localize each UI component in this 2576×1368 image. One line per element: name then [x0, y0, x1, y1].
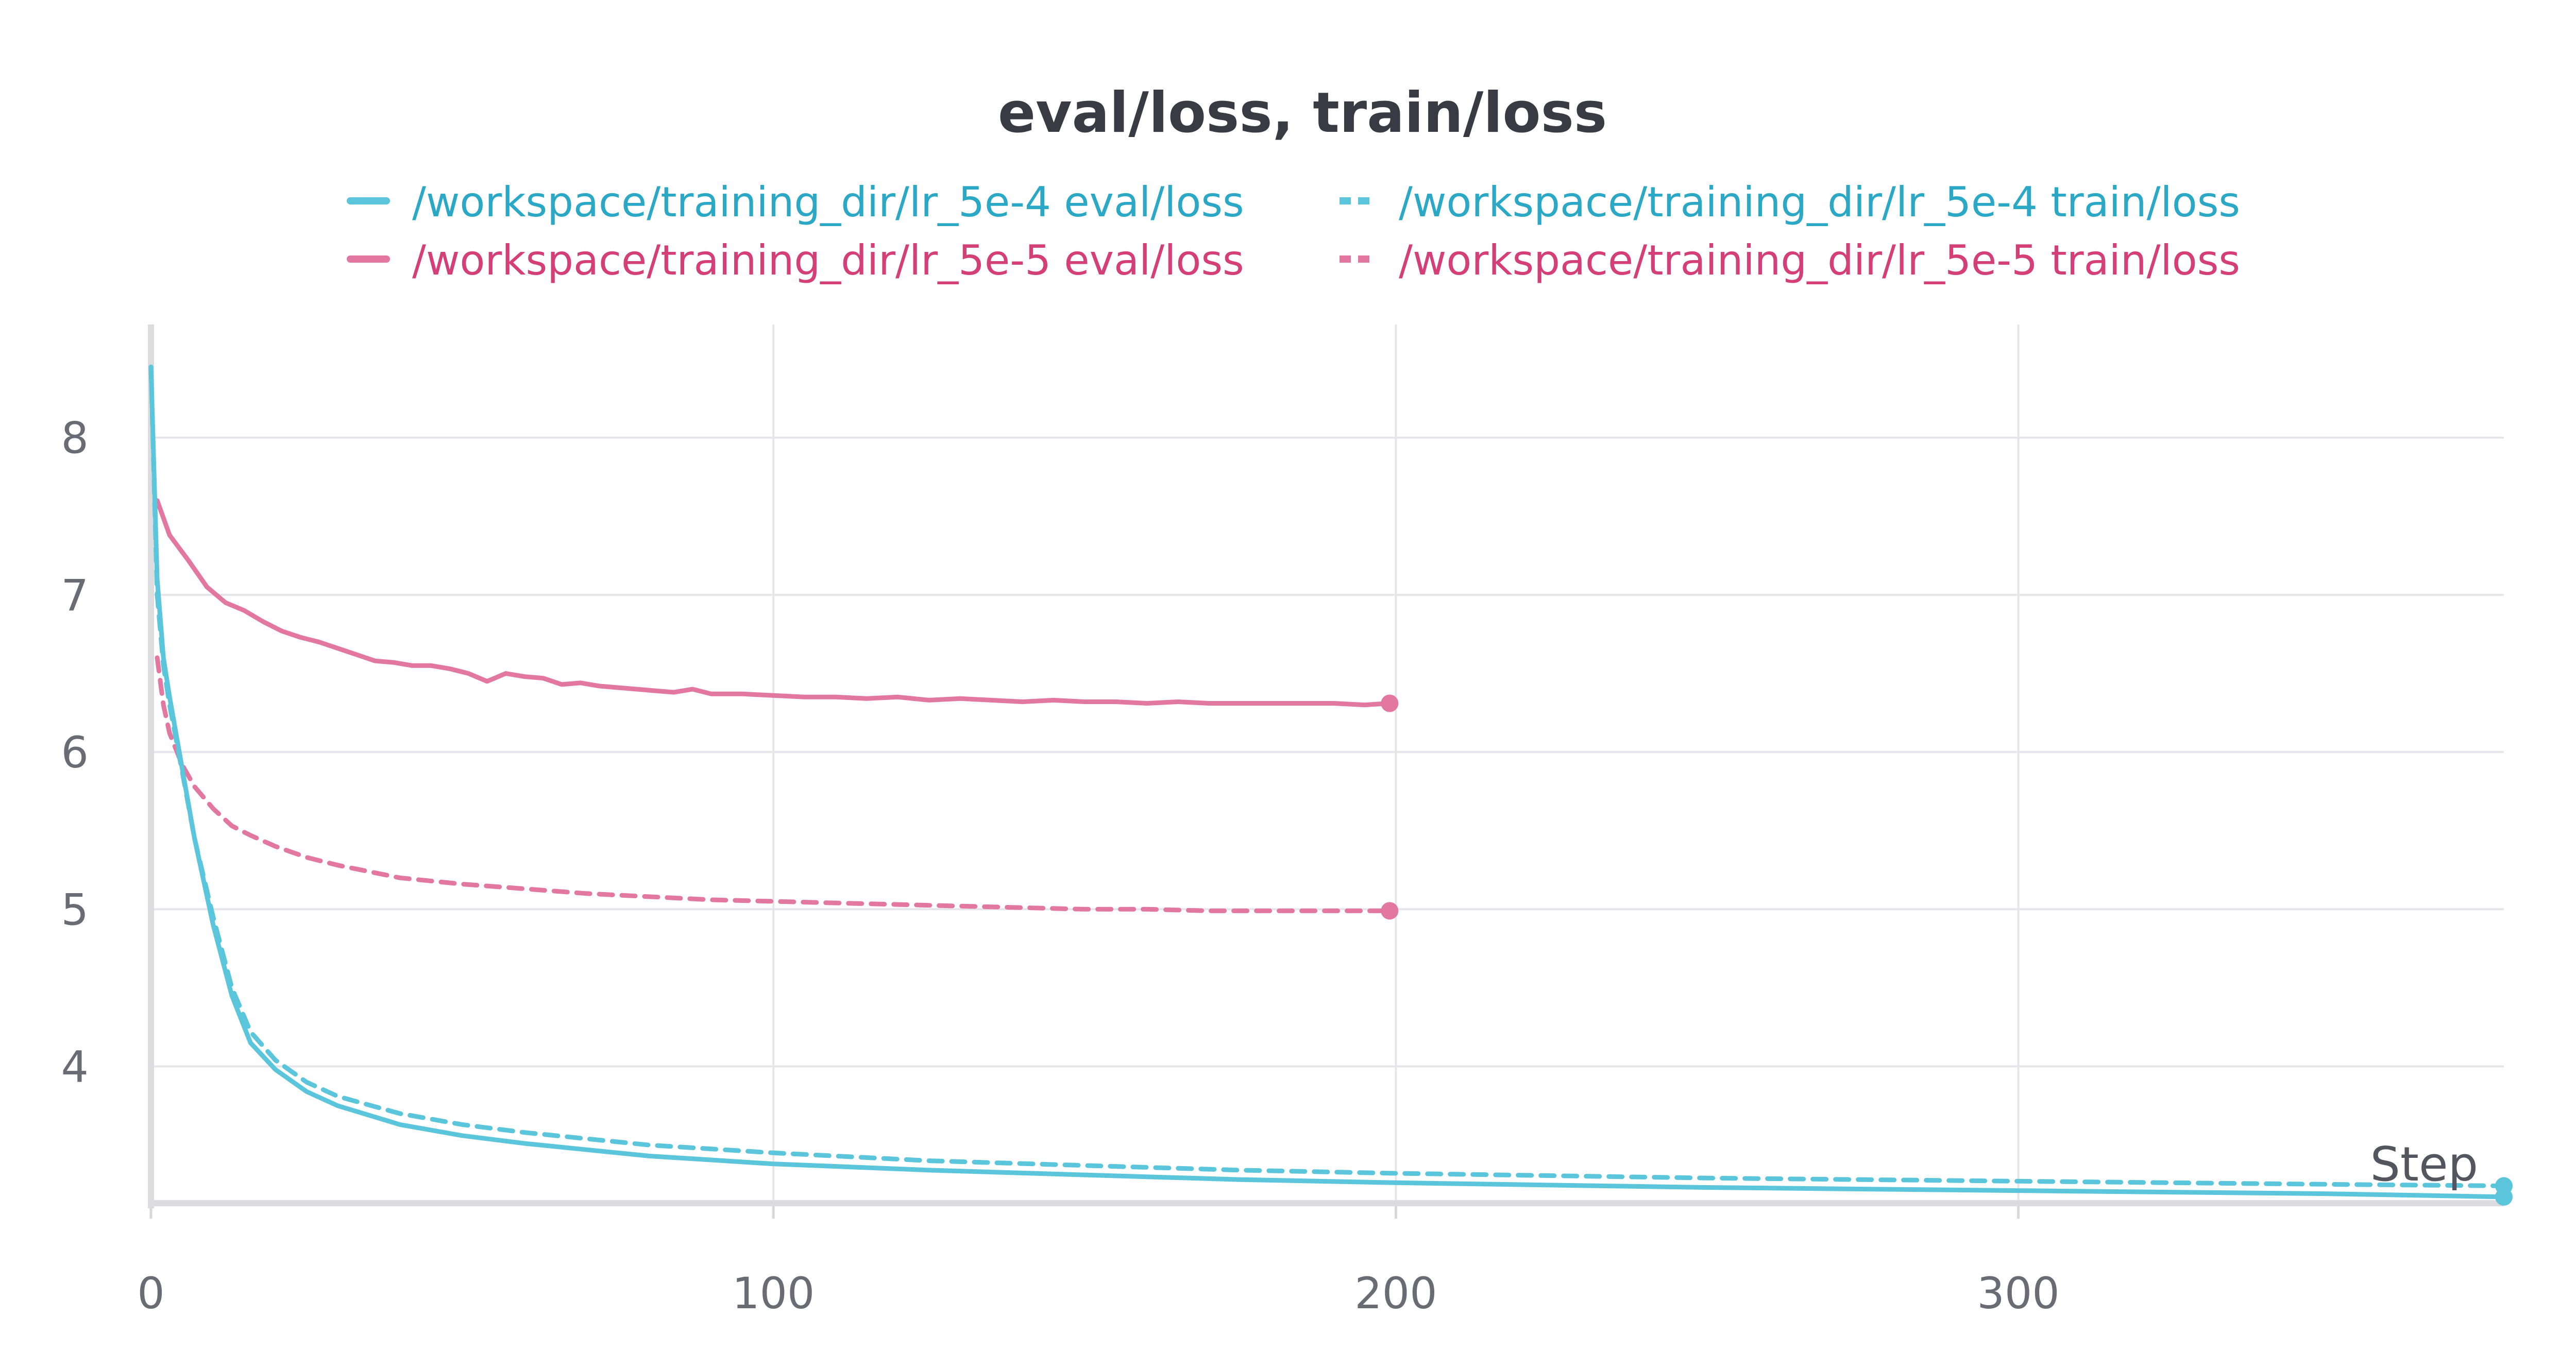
legend-item-lr-5e-4-eval[interactable]: /workspace/training_dir/lr_5e-4 eval/los…	[347, 178, 1244, 226]
tick-labels: 4 5 6 7 8 0 100 200 300	[61, 413, 2060, 1319]
legend: /workspace/training_dir/lr_5e-4 eval/los…	[347, 178, 2240, 284]
y-tick-label: 6	[61, 727, 89, 778]
legend-item-lr-5e-5-train[interactable]: /workspace/training_dir/lr_5e-5 train/lo…	[1340, 236, 2240, 284]
y-tick-label: 7	[61, 570, 89, 621]
legend-label: /workspace/training_dir/lr_5e-5 train/lo…	[1399, 236, 2240, 284]
series-line	[155, 655, 1392, 913]
grid	[151, 324, 2504, 1203]
legend-item-lr-5e-5-eval[interactable]: /workspace/training_dir/lr_5e-5 eval/los…	[347, 236, 1244, 284]
series-endpoint-marker	[2495, 1188, 2513, 1206]
series-layer	[148, 364, 2513, 1206]
legend-label: /workspace/training_dir/lr_5e-4 train/lo…	[1399, 178, 2240, 226]
y-tick-label: 8	[61, 413, 89, 464]
series-line	[148, 364, 2506, 1200]
x-tick-label: 100	[732, 1268, 815, 1319]
x-tick-label: 300	[1977, 1268, 2059, 1319]
legend-item-lr-5e-4-train[interactable]: /workspace/training_dir/lr_5e-4 train/lo…	[1340, 178, 2240, 226]
series-line	[148, 364, 2506, 1188]
chart-title: eval/loss, train/loss	[998, 81, 1607, 145]
legend-label: /workspace/training_dir/lr_5e-4 eval/los…	[412, 178, 1244, 226]
axes	[148, 324, 2504, 1219]
series-endpoint-marker	[1381, 902, 1399, 920]
series-line	[155, 498, 1392, 708]
series-endpoint-marker	[1381, 694, 1399, 712]
y-tick-label: 5	[61, 884, 89, 935]
legend-label: /workspace/training_dir/lr_5e-5 eval/los…	[412, 236, 1244, 284]
x-tick-label: 200	[1354, 1268, 1437, 1319]
y-tick-label: 4	[61, 1041, 89, 1092]
x-axis-label: Step	[2370, 1137, 2478, 1192]
x-tick-label: 0	[137, 1268, 164, 1319]
